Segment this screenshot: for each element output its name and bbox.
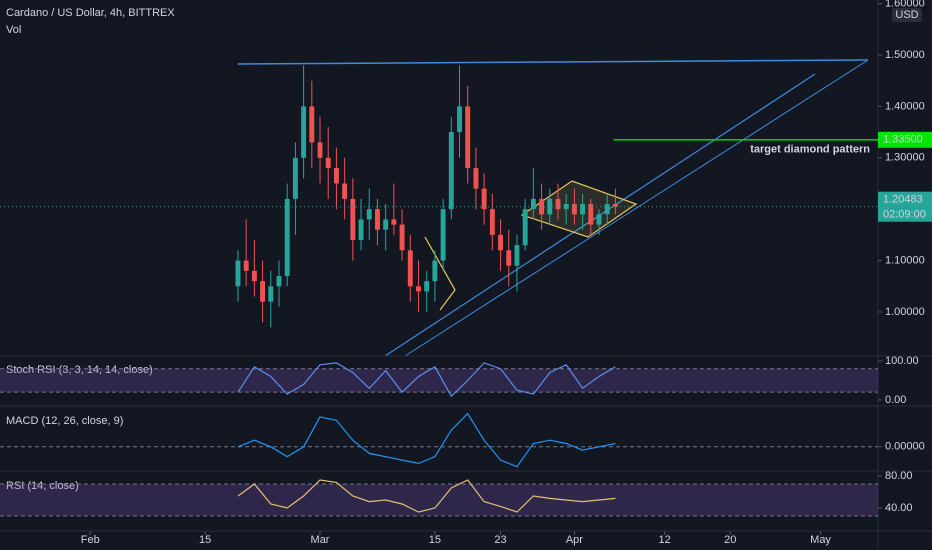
y-tick-label: 1.30000 (885, 152, 925, 164)
x-tick-label: 15 (429, 534, 441, 546)
y-tick-label: 40.00 (885, 502, 913, 514)
candle-body (301, 106, 307, 158)
candle-body (506, 250, 512, 266)
x-tick-label: May (810, 534, 831, 546)
x-tick-label: 12 (659, 534, 671, 546)
candle-body (555, 198, 561, 210)
candle-body (489, 209, 495, 235)
candle-body (580, 204, 586, 215)
y-tick-label: 1.00000 (885, 306, 925, 318)
candle-body (571, 204, 577, 215)
target-box (878, 131, 932, 148)
last-price-box (878, 191, 932, 222)
level-band (0, 484, 878, 516)
candle-body (522, 209, 528, 246)
candle-body (514, 245, 520, 266)
candle-body (309, 106, 315, 143)
candle-body (251, 270, 257, 282)
candle-body (465, 106, 471, 169)
candle-body (284, 198, 290, 277)
y-tick-label: 1.40000 (885, 100, 925, 112)
candle-body (350, 198, 356, 241)
indicator-line (237, 362, 616, 398)
y-tick-label: 80.00 (885, 470, 913, 482)
candle-body (235, 260, 241, 287)
resistance-line (237, 59, 869, 65)
candle-body (604, 204, 610, 215)
currency: USD (895, 9, 918, 21)
candle-body (440, 209, 446, 261)
candle-body (391, 219, 397, 225)
candle-body (374, 209, 380, 230)
candle-body (317, 142, 323, 158)
last-price-label: 1.20483 (883, 194, 923, 206)
x-tick-label: 20 (724, 534, 736, 546)
x-tick-label: Apr (566, 534, 583, 546)
candle-body (416, 286, 421, 292)
candle-body (473, 168, 479, 189)
candle-body (260, 281, 266, 302)
candle-body (276, 276, 282, 287)
candle-body (358, 219, 364, 241)
x-tick-label: 15 (199, 534, 211, 546)
x-tick-label: 23 (494, 534, 506, 546)
candle-body (292, 157, 298, 199)
candle-body (399, 224, 405, 251)
y-tick-label: 0.00000 (885, 441, 925, 453)
candle-body (457, 106, 462, 133)
candle-body (243, 260, 249, 271)
currency-box (892, 8, 922, 22)
volume-label: Vol (6, 24, 21, 36)
y-tick-label: 100.00 (885, 355, 919, 367)
candle-body (268, 286, 274, 302)
candle-body (481, 188, 487, 210)
candle-body (342, 183, 348, 199)
candle-body (498, 234, 504, 251)
indicator-line (237, 412, 616, 468)
pane-title: MACD (12, 26, close, 9) (6, 415, 123, 427)
pane-title: Stoch RSI (3, 3, 14, 14, close) (6, 364, 153, 376)
x-tick-label: Feb (81, 534, 100, 546)
pane-title: RSI (14, close) (6, 480, 79, 492)
candle-body (563, 204, 569, 210)
target-label: 1.33500 (883, 134, 923, 146)
symbol-title: Cardano / US Dollar, 4h, BITTREX (6, 7, 175, 19)
x-tick-label: Mar (311, 534, 330, 546)
y-tick-label: 1.10000 (885, 254, 925, 266)
countdown: 02:09:00 (883, 209, 926, 221)
candle-body (612, 204, 618, 207)
candle-body (424, 281, 430, 292)
candle-body (325, 157, 331, 169)
indicator-line (237, 479, 616, 513)
y-tick-label: 1.60000 (885, 0, 925, 10)
candle-body (366, 209, 372, 220)
candle-body (407, 250, 413, 287)
candle-body (448, 132, 454, 210)
annotation: target diamond pattern (750, 144, 870, 156)
candle-body (530, 198, 536, 210)
candle-body (547, 198, 553, 215)
level-band (0, 368, 878, 393)
candle-body (588, 204, 594, 225)
candle-body (596, 214, 602, 225)
candle-body (539, 198, 545, 215)
candle-body (333, 168, 339, 184)
y-tick-label: 0.00 (885, 394, 906, 406)
candle-body (383, 219, 389, 230)
candle-body (432, 260, 438, 282)
trend-line (404, 59, 869, 357)
y-tick-label: 1.50000 (885, 49, 925, 61)
